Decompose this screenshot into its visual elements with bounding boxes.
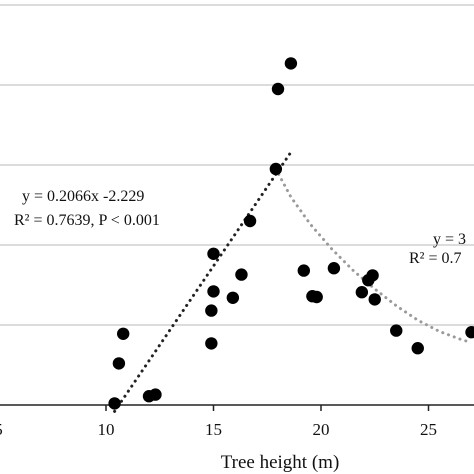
data-point-10 xyxy=(226,291,240,304)
data-point-9 xyxy=(207,247,220,260)
data-point-20 xyxy=(355,286,369,299)
data-point-14 xyxy=(271,82,285,96)
x-axis: 5 10 15 20 25 xyxy=(0,404,474,439)
data-point-8 xyxy=(207,285,220,298)
data-point-26 xyxy=(465,326,474,339)
fit-right-annotation: y = 3 R² = 0.7 xyxy=(409,231,470,267)
x-axis-label: Tree height (m) xyxy=(221,452,340,473)
fit-left-equation: y = 0.2066x -2.229 xyxy=(22,188,144,205)
data-points xyxy=(108,57,474,410)
data-point-18 xyxy=(310,290,323,304)
data-point-19 xyxy=(327,262,341,275)
fit-right-curve xyxy=(274,167,473,345)
x-tick-label-10: 10 xyxy=(98,420,115,439)
fit-right-r-squared: R² = 0.7 xyxy=(409,250,462,267)
data-point-22 xyxy=(366,269,379,282)
data-point-2 xyxy=(112,357,126,370)
data-point-16 xyxy=(297,264,310,277)
data-point-12 xyxy=(243,214,257,228)
data-point-25 xyxy=(411,342,424,355)
fit-left-line xyxy=(113,150,293,413)
data-point-6 xyxy=(205,337,218,350)
fit-left-annotation: y = 0.2066x -2.229 R² = 0.7639, P < 0.00… xyxy=(14,188,160,229)
data-point-24 xyxy=(390,324,403,337)
x-tick-label-5: 5 xyxy=(0,420,3,439)
data-point-15 xyxy=(284,57,298,70)
data-point-3 xyxy=(117,327,130,340)
x-tick-label-25: 25 xyxy=(420,420,437,439)
data-point-11 xyxy=(235,268,248,281)
data-point-5 xyxy=(149,388,162,401)
data-point-13 xyxy=(269,162,283,176)
fit-left-r-squared: R² = 0.7639, P < 0.001 xyxy=(14,212,160,229)
data-point-7 xyxy=(205,304,218,317)
data-point-1 xyxy=(108,397,121,410)
data-point-23 xyxy=(368,293,381,306)
x-tick-label-20: 20 xyxy=(313,420,330,439)
x-tick-label-15: 15 xyxy=(205,420,222,439)
fit-right-equation: y = 3 xyxy=(433,231,466,248)
fit-lines xyxy=(113,150,473,413)
